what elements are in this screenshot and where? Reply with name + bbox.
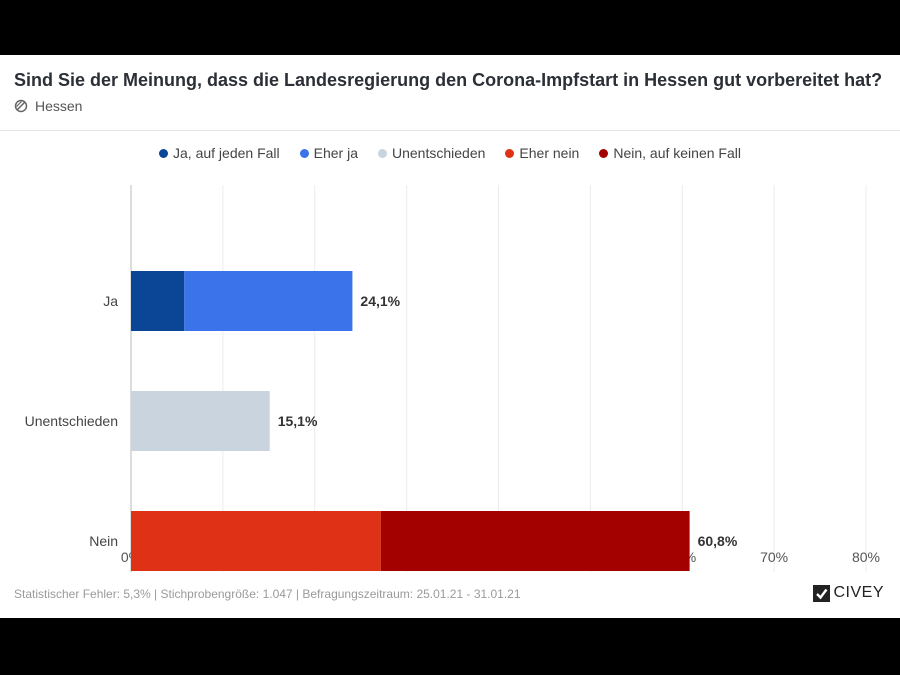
- bar-segment: [131, 271, 185, 331]
- legend: Ja, auf jeden Fall Eher ja Unentschieden…: [0, 145, 900, 161]
- bar-total-label: 60,8%: [698, 533, 738, 549]
- bar-total-label: 15,1%: [278, 413, 318, 429]
- bar-chart: 0%10%20%30%40%50%60%70%80%Ja24,1%Unentsc…: [25, 185, 880, 572]
- legend-item-eher-nein[interactable]: Eher nein: [505, 145, 579, 161]
- legend-dot: [505, 148, 515, 158]
- legend-label: Eher ja: [313, 145, 358, 161]
- legend-dot: [159, 148, 169, 158]
- legend-label: Nein, auf keinen Fall: [613, 145, 741, 161]
- region-label: Hessen: [14, 98, 82, 114]
- legend-dot: [378, 148, 387, 158]
- legend-dot: [299, 148, 309, 158]
- legend-label: Unentschieden: [392, 145, 486, 161]
- subtitle: Hessen: [35, 98, 83, 114]
- bar-segment: [380, 511, 690, 571]
- legend-item-unentschieden[interactable]: Unentschieden: [378, 145, 485, 161]
- bar-segment: [131, 511, 381, 571]
- chart-title: Sind Sie der Meinung, dass die Landesreg…: [14, 70, 883, 90]
- header-divider: [0, 130, 900, 131]
- legend-item-ja-auf-jeden-fall[interactable]: Ja, auf jeden Fall: [159, 145, 280, 161]
- legend-item-nein-auf-keinen-fall[interactable]: Nein, auf keinen Fall: [599, 145, 741, 161]
- bar-total-label: 24,1%: [360, 293, 400, 309]
- x-tick-label: 80%: [852, 549, 880, 565]
- survey-footer: Statistischer Fehler: 5,3% | Stichproben…: [14, 587, 521, 601]
- chart-card: Sind Sie der Meinung, dass die Landesreg…: [0, 55, 900, 618]
- civey-logo: CIVEY: [813, 584, 884, 602]
- legend-item-eher-ja[interactable]: Eher ja: [299, 145, 358, 161]
- legend-dot: [599, 148, 609, 158]
- x-tick-label: 70%: [760, 549, 788, 565]
- category-label: Nein: [89, 533, 118, 549]
- bar-segment: [184, 271, 353, 331]
- civey-logo-icon: [813, 584, 831, 602]
- legend-label: Ja, auf jeden Fall: [173, 145, 280, 161]
- brand-name: CIVEY: [833, 584, 884, 601]
- category-label: Unentschieden: [25, 413, 118, 429]
- region-icon: [14, 99, 28, 113]
- legend-label: Eher nein: [519, 145, 580, 161]
- bar-segment: [131, 391, 270, 451]
- category-label: Ja: [103, 293, 118, 309]
